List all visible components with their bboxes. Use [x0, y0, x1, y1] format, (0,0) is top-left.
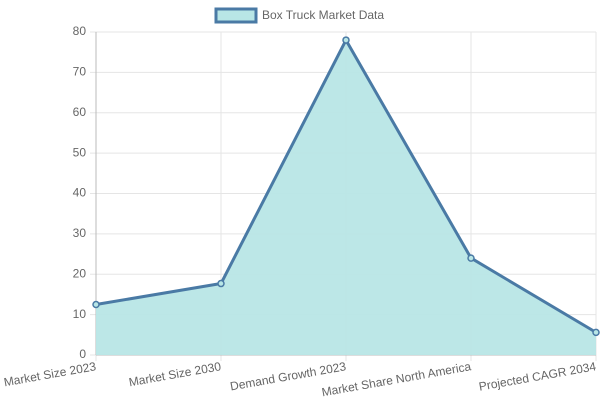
y-tick-label: 10 — [73, 307, 87, 321]
point — [217, 279, 225, 288]
point — [592, 328, 600, 337]
legend-swatch — [214, 7, 258, 24]
x-tick-label: Market Size 2030 — [128, 359, 223, 389]
y-tick-label: 0 — [79, 347, 86, 361]
x-tick-label: Market Size 2023 — [3, 359, 98, 389]
point — [92, 300, 100, 309]
point — [342, 36, 350, 44]
y-tick-label: 70 — [73, 65, 87, 79]
y-tick-label: 20 — [73, 266, 87, 280]
y-tick-label: 40 — [73, 186, 87, 200]
y-tick-label: 50 — [73, 145, 87, 159]
y-tick-label: 80 — [73, 24, 87, 38]
point — [467, 254, 475, 262]
y-tick-label: 60 — [73, 105, 87, 119]
legend-label: Box Truck Market Data — [262, 8, 384, 22]
area — [96, 40, 596, 355]
x-tick-label: Projected CAGR 2034 — [478, 359, 598, 393]
y-tick-label: 30 — [73, 226, 87, 240]
